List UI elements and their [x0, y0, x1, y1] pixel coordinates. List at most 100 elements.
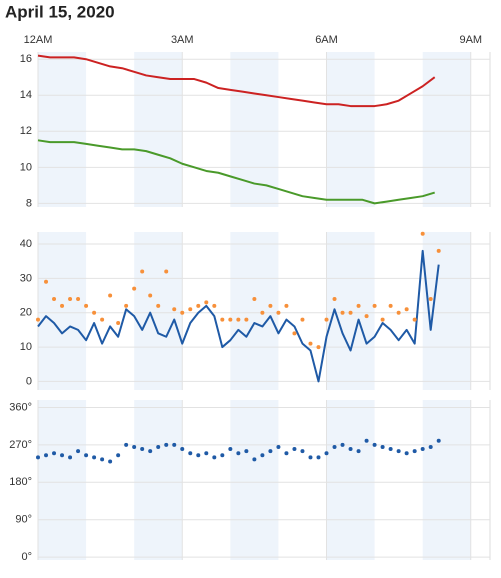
- data-point: [236, 451, 241, 456]
- hour-band: [326, 400, 375, 560]
- data-point: [268, 449, 273, 454]
- data-point: [156, 303, 161, 308]
- hour-band: [38, 400, 87, 560]
- y-tick-label: 30: [20, 272, 32, 284]
- y-tick-label: 16: [20, 53, 32, 65]
- data-point: [316, 345, 321, 350]
- hour-band: [134, 400, 183, 560]
- data-point: [44, 453, 49, 458]
- data-point: [356, 303, 361, 308]
- data-point: [260, 453, 265, 458]
- data-point: [116, 321, 121, 326]
- data-point: [308, 341, 313, 346]
- data-point: [52, 451, 57, 456]
- data-point: [92, 455, 97, 460]
- data-point: [156, 444, 161, 449]
- data-point: [364, 438, 369, 443]
- y-tick-label: 90°: [15, 514, 32, 526]
- data-point: [396, 310, 401, 315]
- data-point: [132, 444, 137, 449]
- data-point: [308, 455, 313, 460]
- data-point: [164, 269, 169, 274]
- x-tick-label: 3AM: [171, 34, 194, 46]
- hour-band: [326, 52, 375, 207]
- data-line: [37, 139, 435, 205]
- data-point: [228, 447, 233, 452]
- data-point: [140, 269, 145, 274]
- data-point: [252, 457, 257, 462]
- data-point: [292, 331, 297, 336]
- hour-band: [422, 52, 471, 207]
- data-point: [188, 307, 193, 312]
- data-point: [228, 317, 233, 322]
- hour-band: [134, 52, 183, 207]
- data-point: [196, 453, 201, 458]
- data-point: [164, 442, 169, 447]
- data-point: [316, 455, 321, 460]
- data-point: [140, 447, 145, 452]
- data-point: [332, 444, 337, 449]
- y-tick-label: 12: [20, 125, 32, 137]
- y-tick-label: 180°: [9, 476, 32, 488]
- data-point: [148, 449, 153, 454]
- hour-band: [230, 52, 279, 207]
- y-tick-label: 0°: [21, 551, 32, 563]
- y-tick-label: 0: [26, 375, 32, 387]
- data-point: [180, 447, 185, 452]
- x-tick-label: 6AM: [315, 34, 338, 46]
- data-point: [132, 286, 137, 291]
- data-point: [420, 231, 425, 236]
- hour-band: [422, 400, 471, 560]
- data-point: [332, 296, 337, 301]
- data-point: [364, 314, 369, 319]
- y-tick-label: 360°: [9, 401, 32, 413]
- y-tick-label: 10: [20, 341, 32, 353]
- data-point: [388, 447, 393, 452]
- data-point: [116, 453, 121, 458]
- data-point: [436, 248, 441, 253]
- hour-band: [38, 232, 87, 390]
- data-point: [396, 449, 401, 454]
- data-point: [236, 317, 241, 322]
- data-point: [60, 453, 65, 458]
- data-point: [292, 447, 297, 452]
- data-point: [44, 279, 49, 284]
- data-point: [172, 307, 177, 312]
- hour-band: [422, 232, 471, 390]
- data-point: [92, 310, 97, 315]
- data-point: [244, 317, 249, 322]
- page-title: April 15, 2020: [5, 2, 115, 21]
- data-point: [76, 296, 81, 301]
- data-point: [404, 451, 409, 456]
- data-point: [340, 310, 345, 315]
- data-point: [324, 451, 329, 456]
- data-point: [108, 293, 113, 298]
- data-point: [372, 442, 377, 447]
- data-point: [108, 459, 113, 464]
- data-point: [60, 303, 65, 308]
- y-tick-label: 14: [20, 89, 32, 101]
- data-point: [388, 303, 393, 308]
- data-point: [276, 444, 281, 449]
- data-point: [340, 442, 345, 447]
- data-point: [372, 303, 377, 308]
- data-point: [348, 447, 353, 452]
- x-tick-label: 12AM: [24, 34, 53, 46]
- data-point: [220, 317, 225, 322]
- hour-band: [230, 232, 279, 390]
- data-point: [348, 310, 353, 315]
- data-point: [428, 296, 433, 301]
- data-point: [172, 442, 177, 447]
- data-point: [436, 438, 441, 443]
- data-point: [76, 449, 81, 454]
- hour-band: [38, 52, 87, 207]
- data-point: [68, 296, 73, 301]
- data-point: [180, 310, 185, 315]
- data-point: [84, 303, 89, 308]
- data-point: [268, 303, 273, 308]
- data-point: [404, 307, 409, 312]
- data-point: [84, 453, 89, 458]
- y-tick-label: 10: [20, 161, 32, 173]
- data-point: [260, 310, 265, 315]
